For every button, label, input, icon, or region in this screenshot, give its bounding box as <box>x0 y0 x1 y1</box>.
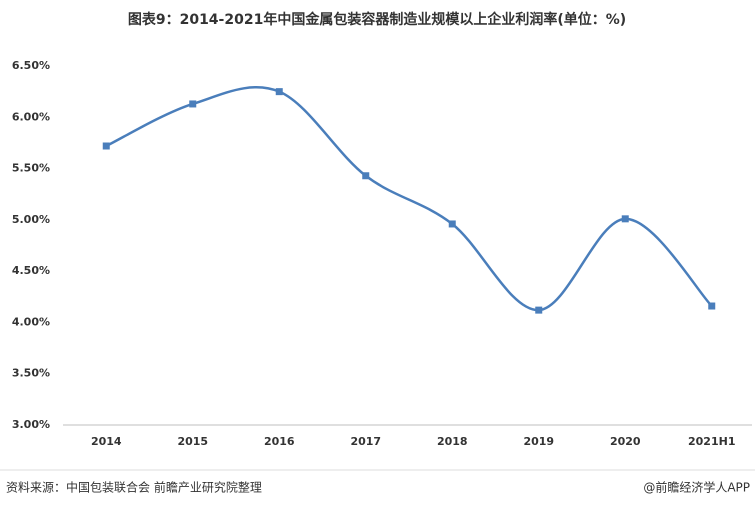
y-tick-label: 6.00% <box>12 110 50 123</box>
chart-title: 图表9：2014-2021年中国金属包装容器制造业规模以上企业利润率(单位：%) <box>128 11 626 28</box>
y-tick-label: 6.50% <box>12 59 50 72</box>
x-tick-label: 2017 <box>350 435 381 448</box>
x-tick-label: 2020 <box>610 435 641 448</box>
x-tick-label: 2018 <box>437 435 468 448</box>
marker <box>535 306 543 314</box>
marker <box>189 100 197 108</box>
y-tick-label: 4.00% <box>12 315 50 328</box>
line <box>105 86 713 312</box>
x-tick-label: 2019 <box>523 435 554 448</box>
x-tick-label: 2021H1 <box>688 435 735 448</box>
x-tick-label: 2016 <box>264 435 295 448</box>
marker <box>362 172 370 180</box>
y-tick-label: 5.50% <box>12 162 50 175</box>
x-tick-label: 2015 <box>177 435 208 448</box>
marker <box>708 302 716 310</box>
marker <box>275 88 283 96</box>
source: 资料来源：中国包装联合会 前瞻产业研究院整理 <box>6 480 262 495</box>
marker <box>102 142 110 150</box>
y-tick-label: 3.50% <box>12 367 50 380</box>
marker <box>448 220 456 228</box>
y-tick-label: 5.00% <box>12 213 50 226</box>
x-tick-label: 2014 <box>91 435 122 448</box>
y-tick-label: 3.00% <box>12 418 50 431</box>
marker <box>621 215 629 223</box>
y-tick-label: 4.50% <box>12 264 50 277</box>
credit: @前瞻经济学人APP <box>643 480 750 495</box>
